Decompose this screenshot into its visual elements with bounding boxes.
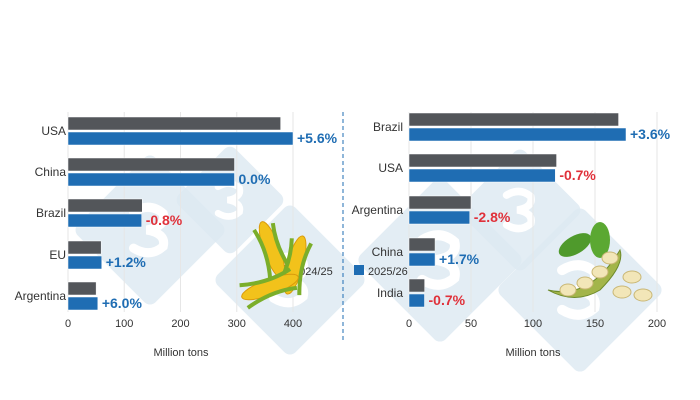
bar-2025-26 [67, 172, 235, 187]
soybean [633, 288, 653, 302]
corn-chart: 0 100 200 300 400 USA +5.6% China 0.0% Brazil -0.8… [15, 112, 338, 330]
bar-2024-25 [67, 157, 235, 172]
soybean [559, 283, 577, 297]
change-label: +6.0% [102, 295, 143, 311]
x-axis-label-left: Million tons [153, 347, 209, 359]
category-label: USA [378, 161, 403, 175]
soy-leaf [590, 222, 610, 258]
change-label: +1.2% [106, 254, 147, 270]
change-label: -0.8% [146, 212, 183, 228]
soybean [601, 251, 619, 265]
soybean-chart: 0 50 100 150 200 Brazil +3.6% USA -0.7% Argentina… [352, 112, 671, 330]
bar-2025-26 [408, 210, 471, 225]
bar-2025-26 [408, 168, 556, 183]
bar-2025-26 [67, 213, 142, 228]
change-label: -0.7% [429, 292, 466, 308]
soy-leaf [558, 233, 592, 257]
bar-2024-25 [408, 237, 436, 252]
change-label: +5.6% [297, 130, 338, 146]
category-label: China [372, 245, 404, 259]
watermark-digit-shape [417, 230, 460, 290]
bar-2025-26 [408, 127, 627, 142]
bar-2025-26 [408, 293, 425, 308]
legend-label-2025-26[interactable]: 2025/26 [368, 266, 408, 278]
change-label: 0.0% [239, 171, 271, 187]
bar-2024-25 [67, 240, 102, 255]
bar-2025-26 [67, 296, 99, 311]
bar-2025-26 [67, 255, 102, 270]
bar-2024-25 [408, 278, 425, 293]
change-label: -2.8% [474, 209, 511, 225]
x-tick-label: 300 [228, 318, 246, 330]
change-label: +3.6% [630, 126, 671, 142]
category-label: Brazil [36, 206, 66, 220]
category-label: Argentina [15, 289, 67, 303]
bar-2024-25 [67, 116, 281, 131]
category-label: India [377, 286, 403, 300]
x-tick-label: 200 [648, 318, 666, 330]
x-tick-label: 50 [465, 318, 477, 330]
bar-2024-25 [408, 195, 472, 210]
soybean-illustration [547, 222, 653, 302]
x-tick-label: 100 [524, 318, 542, 330]
x-tick-label: 100 [115, 318, 133, 330]
soybean [591, 265, 609, 279]
x-axis-label-right: Million tons [505, 347, 561, 359]
bar-2024-25 [67, 198, 143, 213]
soybean [576, 276, 594, 290]
change-label: -0.7% [559, 167, 596, 183]
category-label: China [35, 165, 67, 179]
category-label: Argentina [352, 203, 404, 217]
x-tick-label: 0 [406, 318, 412, 330]
category-label: EU [49, 248, 66, 262]
x-tick-label: 0 [65, 318, 71, 330]
change-label: +1.7% [439, 251, 480, 267]
corn-husk [239, 267, 298, 310]
x-tick-label: 200 [171, 318, 189, 330]
x-tick-label: 400 [284, 318, 302, 330]
category-label: Brazil [373, 120, 403, 134]
bar-2024-25 [67, 281, 97, 296]
bar-2024-25 [408, 112, 619, 127]
bar-2025-26 [408, 252, 436, 267]
soybean [622, 270, 642, 284]
watermark-digit-shape [128, 202, 169, 258]
corn-illustration [239, 221, 313, 310]
bar-2024-25 [408, 153, 557, 168]
soybean [612, 285, 632, 299]
x-tick-label: 150 [586, 318, 604, 330]
bar-2025-26 [67, 131, 294, 146]
category-label: USA [41, 124, 66, 138]
legend-swatch-2025-26 [354, 265, 364, 275]
watermark-digit-shape [502, 187, 535, 233]
